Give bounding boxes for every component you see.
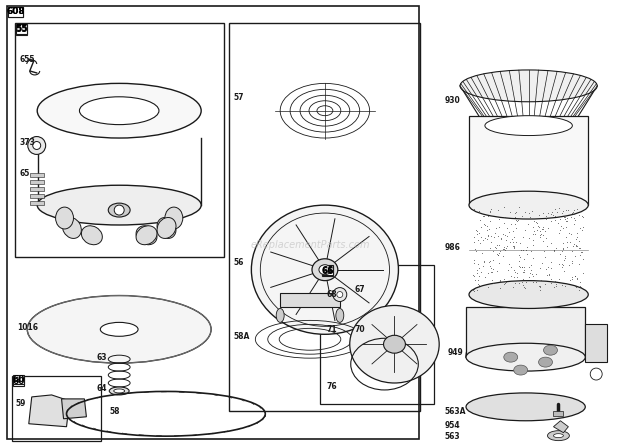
Ellipse shape	[27, 296, 211, 363]
Bar	[7, 6, 419, 439]
Ellipse shape	[136, 226, 157, 245]
Polygon shape	[554, 421, 569, 433]
Text: 56: 56	[234, 258, 244, 267]
Bar	[30, 201, 43, 205]
FancyBboxPatch shape	[9, 7, 24, 17]
Circle shape	[28, 136, 46, 154]
Ellipse shape	[319, 265, 331, 275]
Ellipse shape	[469, 191, 588, 219]
FancyBboxPatch shape	[16, 24, 27, 34]
Bar	[229, 23, 420, 411]
Circle shape	[590, 368, 602, 380]
Text: 608: 608	[7, 7, 25, 17]
Bar	[469, 116, 588, 205]
Text: 66: 66	[322, 266, 334, 275]
Bar	[280, 293, 340, 307]
Text: 1016: 1016	[17, 323, 38, 332]
Text: 655: 655	[20, 54, 35, 63]
Text: 71: 71	[327, 325, 337, 334]
Bar	[15, 23, 224, 257]
FancyBboxPatch shape	[14, 376, 24, 387]
Ellipse shape	[514, 365, 528, 375]
Ellipse shape	[165, 207, 183, 229]
Text: 66: 66	[322, 267, 334, 276]
Text: 55: 55	[16, 24, 28, 33]
Text: 58A: 58A	[234, 332, 250, 341]
Text: 64: 64	[96, 384, 107, 393]
Ellipse shape	[108, 203, 130, 217]
Polygon shape	[29, 395, 69, 427]
Circle shape	[33, 141, 41, 149]
Bar	[30, 194, 43, 198]
Ellipse shape	[157, 218, 176, 239]
FancyBboxPatch shape	[9, 7, 24, 17]
Ellipse shape	[336, 309, 343, 322]
Ellipse shape	[466, 393, 585, 421]
Text: 608: 608	[7, 7, 25, 17]
Bar	[30, 173, 43, 178]
Ellipse shape	[37, 83, 201, 138]
Ellipse shape	[539, 357, 552, 367]
FancyBboxPatch shape	[16, 25, 27, 35]
Text: 930: 930	[444, 96, 460, 105]
Text: 67: 67	[355, 285, 365, 294]
Ellipse shape	[544, 345, 557, 355]
Ellipse shape	[63, 218, 81, 239]
Ellipse shape	[109, 387, 129, 395]
Text: 563A: 563A	[444, 407, 466, 416]
Text: 373: 373	[20, 138, 36, 147]
FancyBboxPatch shape	[322, 265, 334, 275]
Text: 55: 55	[16, 25, 28, 34]
Polygon shape	[61, 399, 86, 419]
Ellipse shape	[485, 116, 572, 136]
Ellipse shape	[350, 306, 439, 383]
Text: 57: 57	[234, 93, 244, 102]
Text: 70: 70	[355, 325, 365, 334]
Bar	[12, 376, 101, 441]
Ellipse shape	[56, 207, 74, 229]
Text: 563: 563	[444, 432, 460, 441]
Ellipse shape	[554, 434, 564, 438]
Ellipse shape	[79, 97, 159, 124]
Ellipse shape	[312, 259, 338, 281]
Bar	[585, 324, 607, 362]
Text: 58: 58	[109, 407, 120, 416]
Text: 65: 65	[20, 169, 30, 178]
Bar	[554, 411, 564, 416]
Bar	[466, 307, 585, 357]
FancyBboxPatch shape	[14, 375, 24, 384]
Text: 60: 60	[12, 375, 25, 384]
Ellipse shape	[81, 226, 102, 245]
Ellipse shape	[469, 281, 588, 309]
Ellipse shape	[100, 322, 138, 336]
Ellipse shape	[384, 335, 405, 353]
Ellipse shape	[504, 352, 518, 362]
Text: 954: 954	[444, 421, 460, 430]
Bar	[30, 180, 43, 184]
Ellipse shape	[37, 185, 201, 225]
Bar	[30, 187, 43, 191]
Text: eReplacementParts.com: eReplacementParts.com	[250, 240, 370, 250]
Ellipse shape	[157, 218, 176, 239]
FancyBboxPatch shape	[322, 266, 334, 276]
Text: 63: 63	[96, 353, 107, 362]
Circle shape	[333, 288, 347, 301]
Text: 949: 949	[447, 348, 463, 357]
Ellipse shape	[251, 205, 399, 334]
Bar	[320, 265, 434, 404]
Ellipse shape	[136, 226, 157, 245]
Text: 60: 60	[12, 377, 25, 386]
Circle shape	[114, 205, 124, 215]
Ellipse shape	[466, 343, 585, 371]
Text: 986: 986	[444, 244, 460, 252]
Ellipse shape	[547, 431, 569, 441]
Ellipse shape	[277, 309, 284, 322]
Ellipse shape	[460, 70, 597, 102]
Text: 59: 59	[16, 399, 26, 409]
Text: 76: 76	[327, 383, 337, 392]
Text: 68: 68	[327, 290, 337, 299]
Ellipse shape	[113, 389, 125, 393]
Circle shape	[337, 292, 343, 297]
